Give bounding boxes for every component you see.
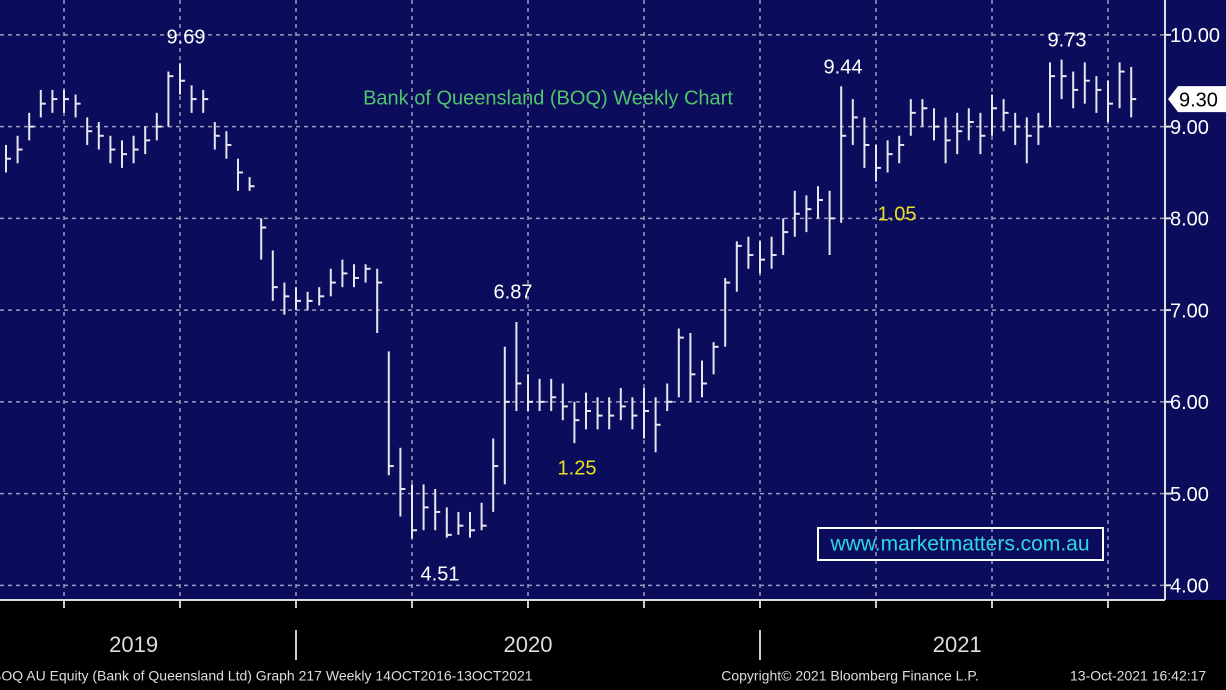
annotation: 1.05 (878, 203, 917, 225)
annotation: 1.25 (558, 457, 597, 479)
chart-title: Bank of Queensland (BOQ) Weekly Chart (363, 87, 733, 109)
x-tick-label: 2020 (504, 632, 553, 657)
y-tick-label: 10.00 (1170, 25, 1220, 47)
grid (0, 0, 1165, 608)
x-tick-label: 2021 (933, 632, 982, 657)
footer-center: Copyright© 2021 Bloomberg Finance L.P. (721, 668, 979, 684)
last-price-box (1168, 86, 1226, 113)
annotation: 4.51 (421, 563, 460, 585)
y-tick-label: 4.00 (1170, 576, 1209, 598)
footer-left: BOQ AU Equity (Bank of Queensland Ltd) G… (0, 668, 533, 684)
footer-right: 13-Oct-2021 16:42:17 (1070, 668, 1206, 684)
x-tick-label: 2019 (109, 632, 158, 657)
watermark: www.marketmatters.com.au (829, 533, 1089, 556)
annotation: 9.73 (1048, 29, 1087, 51)
watermark-box (817, 527, 1104, 561)
annotation: 9.44 (824, 56, 863, 78)
y-tick-label: 7.00 (1170, 300, 1209, 322)
y-tick-label: 6.00 (1170, 392, 1209, 414)
y-tick-label: 5.00 (1170, 484, 1209, 506)
footer-background (0, 600, 1226, 690)
annotation: 6.87 (494, 281, 533, 303)
bars (5, 59, 1137, 539)
last-price-label: 9.30 (1179, 89, 1218, 111)
y-tick-label: 8.00 (1170, 209, 1209, 231)
annotation: 9.69 (167, 26, 206, 48)
y-tick-label: 9.00 (1170, 117, 1209, 139)
